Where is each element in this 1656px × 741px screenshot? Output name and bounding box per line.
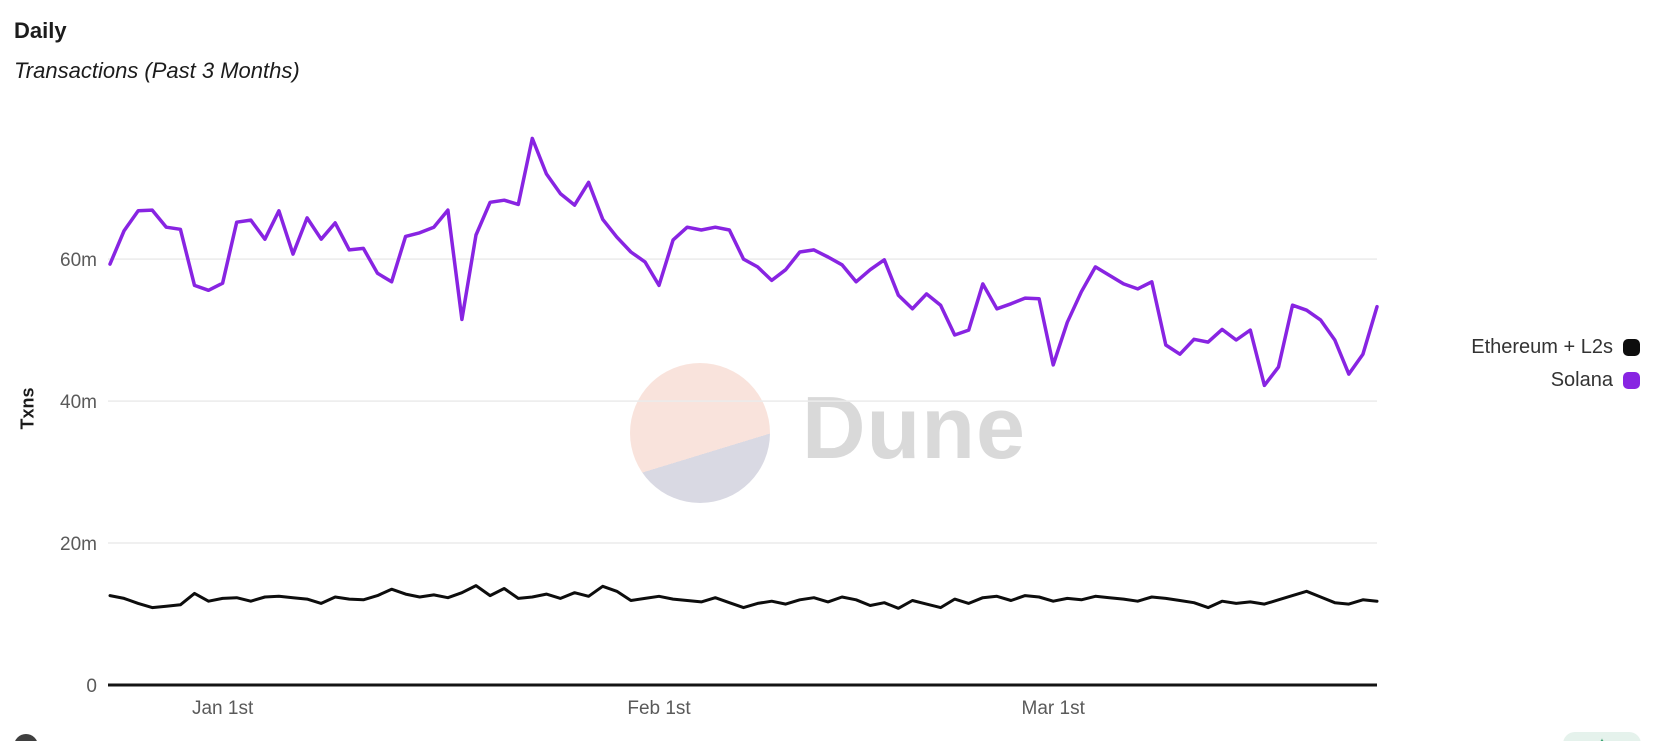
series-line-solana[interactable] [108, 136, 1379, 388]
dune-logo-icon [630, 363, 770, 503]
y-tick-label: 20m [60, 534, 97, 555]
y-tick-label: 40m [60, 392, 97, 413]
legend-swatch-ethereum-icon [1623, 339, 1640, 356]
y-tick-label: 60m [60, 250, 97, 271]
legend: Ethereum + L2s Solana [1471, 336, 1640, 392]
legend-item-ethereum-l2s[interactable]: Ethereum + L2s [1471, 336, 1640, 359]
x-tick-label: Feb 1st [627, 698, 691, 719]
legend-label-ethereum-l2s: Ethereum + L2s [1471, 336, 1613, 358]
legend-label-solana: Solana [1550, 369, 1613, 391]
sparkle-icon: ✦ [1597, 736, 1606, 741]
legend-swatch-solana-icon [1623, 372, 1640, 389]
avatar-partial [14, 734, 38, 741]
legend-item-solana[interactable]: Solana [1471, 369, 1640, 392]
x-tick-label: Jan 1st [192, 698, 254, 719]
dune-watermark: Dune [802, 378, 1026, 477]
series-line-ethereum-l2s[interactable] [108, 584, 1379, 610]
y-tick-label: 0 [86, 676, 97, 697]
x-tick-label: Mar 1st [1022, 698, 1086, 719]
chart-subtitle: Transactions (Past 3 Months) [14, 58, 300, 83]
y-axis-title: Txns [17, 387, 38, 430]
action-button-partial[interactable]: ✦ [1563, 732, 1641, 741]
chart-title: Daily [14, 18, 67, 43]
